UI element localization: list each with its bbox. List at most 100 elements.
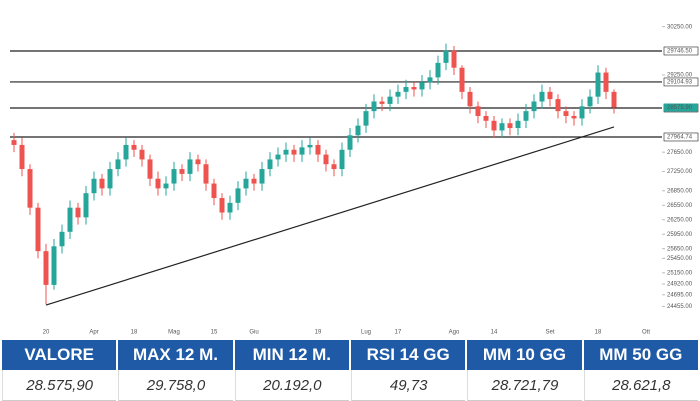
candle-body [59,231,65,247]
table-cell: 28.575,90 [2,370,117,401]
x-tick-label: 18 [131,330,138,336]
candle-body [571,115,577,119]
candle-body [579,106,585,119]
x-tick-label: Ago [449,330,460,336]
x-tick-label: Ott [642,330,650,336]
candle-body [219,198,225,213]
table-cell: 29.758,0 [118,370,233,401]
y-tick-label: 25450.00 [667,256,693,262]
candle-body [531,101,537,112]
header-cell: VALORE [2,340,117,370]
candle-body [67,207,73,232]
table-cell: 20.192,0 [234,370,349,401]
last-price-label: 28575.90 [667,105,693,111]
candle-body [99,178,105,189]
candle-body [259,169,265,184]
y-tick-label: 30250.00 [667,24,693,30]
candle-body [451,50,457,68]
level-box [663,132,699,142]
candle-body [547,91,553,100]
candle-body [315,144,321,155]
candle-body [203,164,209,184]
candle-body [403,87,409,92]
y-tick-label: 26250.00 [667,217,693,223]
last-price-box [664,103,698,112]
candle-body [235,188,241,203]
candle-body [419,82,425,90]
candle-body [603,72,609,92]
candle-body [507,123,513,129]
y-tick-label: 25950.00 [667,232,693,238]
table-cell: 28.621,8 [583,370,698,401]
candle-body [443,50,449,63]
trendline [45,126,615,306]
candle-body [283,149,289,155]
candle-body [467,91,473,107]
x-tick-label: Set [545,330,554,336]
candle-body [555,99,561,112]
candle-body [291,149,297,155]
candle-body [35,207,41,252]
candle-body [323,154,329,165]
x-tick-label: 17 [395,330,402,336]
candle-body [539,91,545,102]
candle-body [475,106,481,116]
x-tick-label: Lug [361,330,371,336]
table-cell: 49,73 [350,370,466,401]
x-tick-label: 19 [315,330,322,336]
x-tick-label: Giu [249,330,258,336]
candle-body [491,120,497,131]
level-box [663,77,699,87]
candle-body [483,115,489,121]
y-tick-label: 25150.00 [667,270,693,276]
candle-body [123,144,129,160]
candle-body [275,154,281,160]
candle-body [515,120,521,129]
candle-body [587,96,593,107]
table-body: 28.575,90 29.758,0 20.192,0 49,73 28.721,79 2… [2,370,698,401]
y-tick-label: 24695.00 [667,292,693,298]
candle-body [395,91,401,97]
header-cell: MM 10 GG [467,340,582,370]
y-tick-label: 27650.00 [667,150,693,156]
candle-body [51,246,57,285]
candle-body [499,123,505,131]
candle-body [179,169,185,174]
candle-body [155,178,161,189]
candle-body [163,183,169,189]
x-tick-label: 20 [43,330,50,336]
candle-body [411,87,417,90]
candle-body [83,193,89,218]
candle-body [371,101,377,112]
y-tick-label: 24920.00 [667,282,693,288]
candle-body [339,149,345,170]
candle-body [115,159,121,170]
candle-body [211,183,217,199]
candle-body [611,91,617,108]
candle-body [19,144,25,170]
table-cell: 28.721,79 [467,370,582,401]
y-tick-label: 25650.00 [667,246,693,252]
candle-body [131,144,137,150]
y-tick-label: 26850.00 [667,188,693,194]
x-tick-label: 15 [211,330,218,336]
candle-body [563,111,569,116]
candle-body [27,169,33,208]
candle-body [107,169,113,189]
header-cell: MIN 12 M. [234,340,349,370]
level-label: 29746.50 [667,49,693,55]
candle-body [195,159,201,165]
y-tick-label: 26550.00 [667,203,693,209]
candle-body [595,72,601,97]
y-tick-label: 24455.00 [667,304,693,310]
x-tick-label: Apr [89,330,98,336]
x-tick-label: Mag [168,330,180,336]
candle-body [267,159,273,170]
candle-body [139,149,145,160]
candle-body [75,207,81,218]
candle-body [171,169,177,184]
table-row: 28.575,90 29.758,0 20.192,0 49,73 28.721,79 2… [2,370,698,401]
candle-body [147,159,153,179]
candle-body [427,77,433,83]
